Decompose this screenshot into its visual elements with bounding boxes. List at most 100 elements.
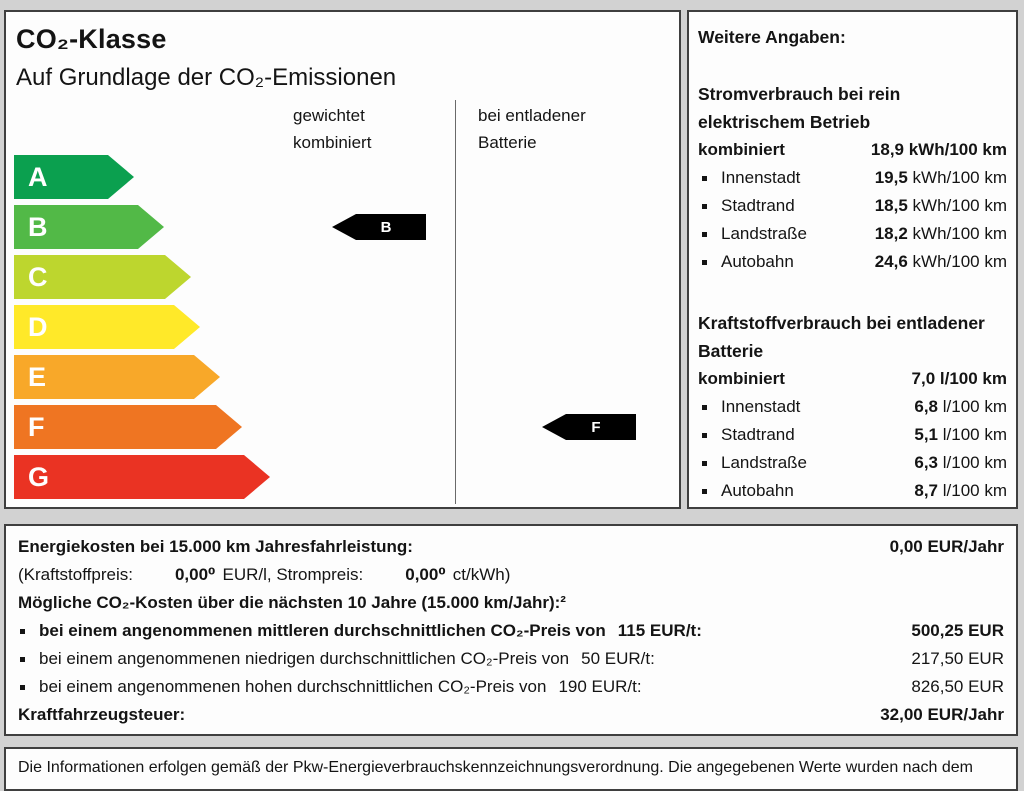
panel-subtitle: Auf Grundlage der CO₂-Emissionen	[16, 64, 397, 91]
kraftstoffpreis-label: (Kraftstoffpreis:	[18, 565, 133, 584]
strompreis-unit: ct/kWh)	[452, 565, 511, 584]
class-letter: F	[28, 411, 45, 442]
cost-text: bei einem angenommenen niedrigen durchsc…	[39, 649, 570, 668]
kfz-steuer-value: 32,00 EUR/Jahr	[880, 705, 1004, 724]
footnote-panel: Die Informationen erfolgen gemäß der Pkw…	[4, 747, 1018, 791]
energiekosten-panel: Energiekosten bei 15.000 km Jahresfahrle…	[4, 524, 1018, 736]
class-arrow-d: D	[14, 305, 200, 349]
co2-cost-row: bei einem angenommenen niedrigen durchsc…	[18, 645, 1004, 673]
co2-cost-row: bei einem angenommenen hohen durchschnit…	[18, 673, 1004, 701]
section-title: Kraftstoffverbrauch bei entladener Batte…	[698, 313, 985, 361]
kraftstoffpreis-value: 0,00⁰	[174, 565, 216, 584]
class-letter: B	[28, 211, 48, 242]
column-header-entladene-batterie: bei entladener Batterie	[478, 106, 586, 152]
class-arrow-g: G	[14, 455, 270, 499]
cost-value: 826,50 EUR	[911, 677, 1004, 696]
row-label: Landstraße	[721, 224, 807, 243]
cost-value: 217,50 EUR	[911, 649, 1004, 668]
bullet-icon	[20, 684, 25, 690]
row-label: Landstraße	[721, 453, 807, 472]
class-arrow-e: E	[14, 355, 220, 399]
panel-title: CO₂-Klasse	[16, 24, 167, 54]
strompreis-value: 0,00⁰	[405, 565, 446, 584]
marker-letter: B	[380, 218, 392, 236]
bullet-icon	[20, 628, 25, 634]
strompreis-label: EUR/l, Strompreis:	[222, 565, 364, 584]
kombiniert-row: kombiniert 18,9 kWh/100 km	[698, 136, 1007, 164]
info-sections: Stromverbrauch bei rein elektrischem Bet…	[698, 80, 1007, 505]
bullet-icon	[702, 488, 707, 494]
class-letter: C	[28, 261, 48, 292]
bullet-icon	[702, 432, 707, 438]
co2-label-document: { "label": { "title": "CO₂-Klasse", "sub…	[4, 10, 1018, 791]
class-letter: G	[28, 461, 50, 492]
consumption-row: Stadtrand 5,1 l/100 km	[698, 421, 1007, 449]
row-value: 18,2 kWh/100 km	[874, 224, 1007, 243]
efficiency-scale: A B C D E F G B F	[14, 155, 675, 505]
bullet-icon	[702, 404, 707, 410]
info-section: Stromverbrauch bei rein elektrischem Bet…	[698, 80, 1007, 276]
class-letter: E	[28, 361, 47, 392]
row-value: 5,1 l/100 km	[914, 425, 1007, 444]
kombiniert-label: kombiniert	[698, 369, 785, 388]
co2-cost-rows: bei einem angenommenen mittleren durchsc…	[18, 617, 1004, 701]
consumption-row: Landstraße 6,3 l/100 km	[698, 449, 1007, 477]
class-arrow-b: B	[14, 205, 164, 249]
energiekosten-label: Energiekosten bei 15.000 km Jahresfahrle…	[18, 537, 413, 556]
row-value: 19,5 kWh/100 km	[874, 168, 1007, 187]
cost-value: 500,25 EUR	[911, 621, 1004, 640]
kombiniert-value: 7,0 l/100 km	[911, 369, 1007, 388]
cost-price: 50 EUR/t:	[581, 649, 655, 668]
cost-price: 115 EUR/t:	[617, 621, 702, 640]
kfz-steuer-label: Kraftfahrzeugsteuer:	[18, 705, 186, 724]
bullet-icon	[20, 656, 25, 662]
bullet-icon	[702, 259, 707, 265]
consumption-row: Innenstadt 19,5 kWh/100 km	[698, 164, 1007, 192]
consumption-row: Autobahn 8,7 l/100 km	[698, 477, 1007, 505]
row-label: Innenstadt	[721, 397, 801, 416]
class-arrow-a: A	[14, 155, 134, 199]
class-letter: D	[28, 311, 48, 342]
column-divider	[455, 100, 456, 504]
class-letter: A	[28, 161, 48, 192]
row-label: Autobahn	[721, 481, 794, 500]
cost-text: bei einem angenommenen hohen durchschnit…	[39, 677, 547, 696]
co2-cost-row: bei einem angenommenen mittleren durchsc…	[18, 617, 1004, 645]
row-value: 6,8 l/100 km	[914, 397, 1007, 416]
row-value: 6,3 l/100 km	[914, 453, 1007, 472]
info-section: Kraftstoffverbrauch bei entladener Batte…	[698, 309, 1007, 505]
bullet-icon	[702, 231, 707, 237]
energiekosten-row: Energiekosten bei 15.000 km Jahresfahrle…	[18, 533, 1004, 561]
row-value: 24,6 kWh/100 km	[874, 252, 1007, 271]
cost-text: bei einem angenommenen mittleren durchsc…	[39, 621, 606, 640]
consumption-row: Stadtrand 18,5 kWh/100 km	[698, 192, 1007, 220]
weitere-angaben-panel: Weitere Angaben: Stromverbrauch bei rein…	[687, 10, 1018, 509]
row-value: 18,5 kWh/100 km	[874, 196, 1007, 215]
bullet-icon	[702, 460, 707, 466]
section-title: Stromverbrauch bei rein elektrischem Bet…	[698, 84, 901, 132]
kombiniert-value: 18,9 kWh/100 km	[870, 140, 1007, 159]
preisannahmen-row: (Kraftstoffpreis: 0,00⁰ EUR/l, Stromprei…	[18, 561, 1004, 589]
class-marker-b: B	[332, 214, 426, 240]
bullet-icon	[702, 203, 707, 209]
row-label: Stadtrand	[721, 425, 795, 444]
class-marker-f: F	[542, 414, 636, 440]
row-value: 8,7 l/100 km	[914, 481, 1007, 500]
row-label: Innenstadt	[721, 168, 801, 187]
bullet-icon	[702, 175, 707, 181]
co2-class-panel: CO₂-Klasse Auf Grundlage der CO₂-Emissio…	[4, 10, 681, 509]
energiekosten-value: 0,00 EUR/Jahr	[889, 537, 1004, 556]
footnote-text: Die Informationen erfolgen gemäß der Pkw…	[18, 759, 973, 776]
row-label: Autobahn	[721, 252, 794, 271]
marker-letter: F	[591, 418, 601, 436]
class-arrow-f: F	[14, 405, 242, 449]
consumption-row: Autobahn 24,6 kWh/100 km	[698, 248, 1007, 276]
kfz-steuer-row: Kraftfahrzeugsteuer: 32,00 EUR/Jahr	[18, 701, 1004, 729]
kombiniert-label: kombiniert	[698, 140, 785, 159]
co2-kosten-heading: Mögliche CO₂-Kosten über die nächsten 10…	[18, 593, 566, 612]
consumption-row: Landstraße 18,2 kWh/100 km	[698, 220, 1007, 248]
consumption-row: Innenstadt 6,8 l/100 km	[698, 393, 1007, 421]
class-arrow-c: C	[14, 255, 191, 299]
cost-price: 190 EUR/t:	[558, 677, 642, 696]
row-label: Stadtrand	[721, 196, 795, 215]
